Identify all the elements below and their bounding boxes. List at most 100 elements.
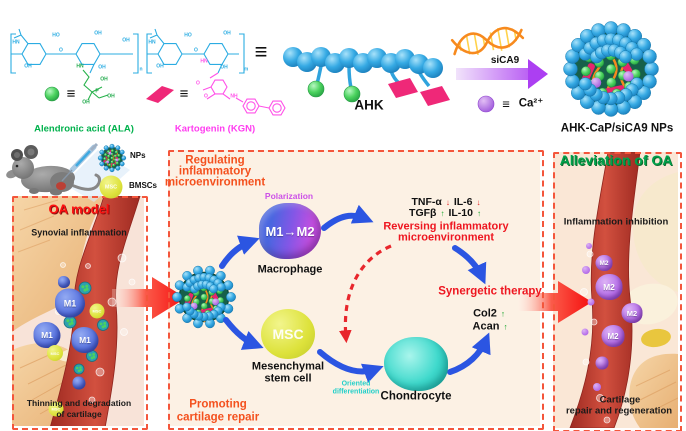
cartilage-repair-caption: repair and regeneration [565,405,673,417]
ala-label: Alendronic acid (ALA) [34,123,134,135]
chondrocyte-label: Chondrocyte [380,390,452,403]
atom-label: OH [107,93,115,100]
kgn-sheet [420,86,450,106]
atom-label: HN [200,58,208,65]
m2-dot [582,266,590,274]
m1-cell-label: M1 [79,335,91,345]
nps-label: NPs [130,151,146,160]
down-arrow-icon: ↓ [445,197,450,207]
inflammation-inhibition-label: Inflammation inhibition [563,216,669,228]
up-arrow-icon: ↑ [503,322,508,332]
msc-cell-small: MSC [48,401,64,417]
femur-bone [12,196,104,332]
m1-cell: M1 [71,327,99,353]
chondrocyte-cell [384,337,448,391]
msc-cell-small: MSC [47,345,63,361]
bmsc-icon-label: MSC [104,184,118,190]
down-arrow-icon: ↓ [476,197,481,207]
atom-label: P [95,88,99,95]
vessel-bubbles [580,250,611,424]
m2-dot [586,243,592,249]
cartilage-repair-caption: Cartilage [599,394,641,406]
polarization-label: Polarization [264,190,314,201]
up-arrow-icon: ↑ [440,208,445,218]
cartilage-degradation-caption: of cartilage [56,408,102,419]
atom-label: OH [220,64,228,71]
reversing-label: Reversing inflammatory [383,220,509,233]
equivalence-symbol: ≡ [254,39,268,64]
atom-label: HO [184,32,192,39]
msc-cell-small: MSC [89,303,105,319]
msc-label: stem cell [264,372,312,385]
m1-cell-small [58,276,70,288]
macrophage-cell: M1→M2 [259,203,321,259]
bmsc-icon: MSC [99,175,123,199]
atom-label: O [196,80,200,87]
msc-cell-label: MSC [92,308,102,314]
equivalence-symbol: ≡ [66,85,76,103]
arrow-oriented-differentiation [338,244,392,344]
right-transition-arrow [518,281,592,323]
inflamed-knee [56,182,66,190]
atom-label: O [204,93,208,100]
m2-cell-label: M2 [599,259,609,267]
arrow-chondrocyte-to-markers [447,332,491,375]
ahk-label: AHK [354,97,384,113]
atom-label: HO [52,32,60,39]
m1-cell-label: M1 [63,298,77,308]
alleviation-title: Alleviation of OA [559,152,673,168]
polymer-skeleton [10,28,245,74]
atom-label: OH [156,63,164,70]
atom-label: OH [94,30,102,37]
arrow-to-synergetic [452,245,487,285]
calcium-label: Ca²⁺ [518,97,544,110]
synergetic-therapy-label: Synergetic therapy [438,285,542,298]
kgn-sheet [388,78,418,98]
m1-cell-small [72,376,86,390]
np-dot [73,363,85,375]
atom-label: OH [122,37,130,44]
kgn-sheet-legend [146,86,174,103]
up-arrow-icon: ↑ [476,208,481,218]
col2-label: Col2 [473,307,497,320]
m2-cell-label: M2 [603,282,615,292]
kgn-skeleton [202,72,286,116]
cytokine-row-2: TGFβ ↑ IL-10 ↑ [409,208,481,219]
ala-skeleton [82,69,109,101]
m1-cell: M1 [33,322,61,348]
regulating-title: Regulating [185,154,245,167]
kgn-label: Kartogenin (KGN) [174,123,256,135]
np-icon [97,143,127,173]
msc-label: Mesenchymal [251,360,325,373]
m2-dot [593,383,601,391]
atom-label: OH [82,99,90,106]
msc-cell: MSC [261,309,315,359]
oa-model-title: OA model [48,201,110,217]
acan-label: Acan [472,320,500,333]
arrow-macrophage-to-cytokines [321,204,374,231]
sica9-dna-icon [450,26,525,56]
np-dot [86,350,98,362]
atom-label: OH [100,76,108,83]
atom-label: O [59,47,63,54]
m2-cell-label: M2 [626,308,638,318]
regulating-title: microenvironment [164,176,266,189]
up-arrow-icon: ↑ [500,309,505,319]
equivalence-symbol: ≡ [179,85,189,103]
mouse-eye [15,164,19,168]
atom-label: OH [24,63,32,70]
m2-cell: M2 [595,274,623,300]
assembly-arrow [456,59,548,89]
ala-dot-legend [44,86,60,102]
oriented-differentiation-label: Oriented [341,380,371,388]
m1-cell: M1 [55,288,85,318]
ahk-chain [283,47,450,106]
macrophage-label: Macrophage [257,263,323,276]
arrow-msc-to-chondrocyte [317,349,384,383]
arrow-np-to-macrophage [219,235,260,269]
m2-dot [581,328,589,336]
ala-dot [343,85,361,103]
ligament [641,328,671,348]
arrow-np-to-msc [223,317,264,350]
synovial-inflammation-label: Synovial inflammation [31,227,127,238]
